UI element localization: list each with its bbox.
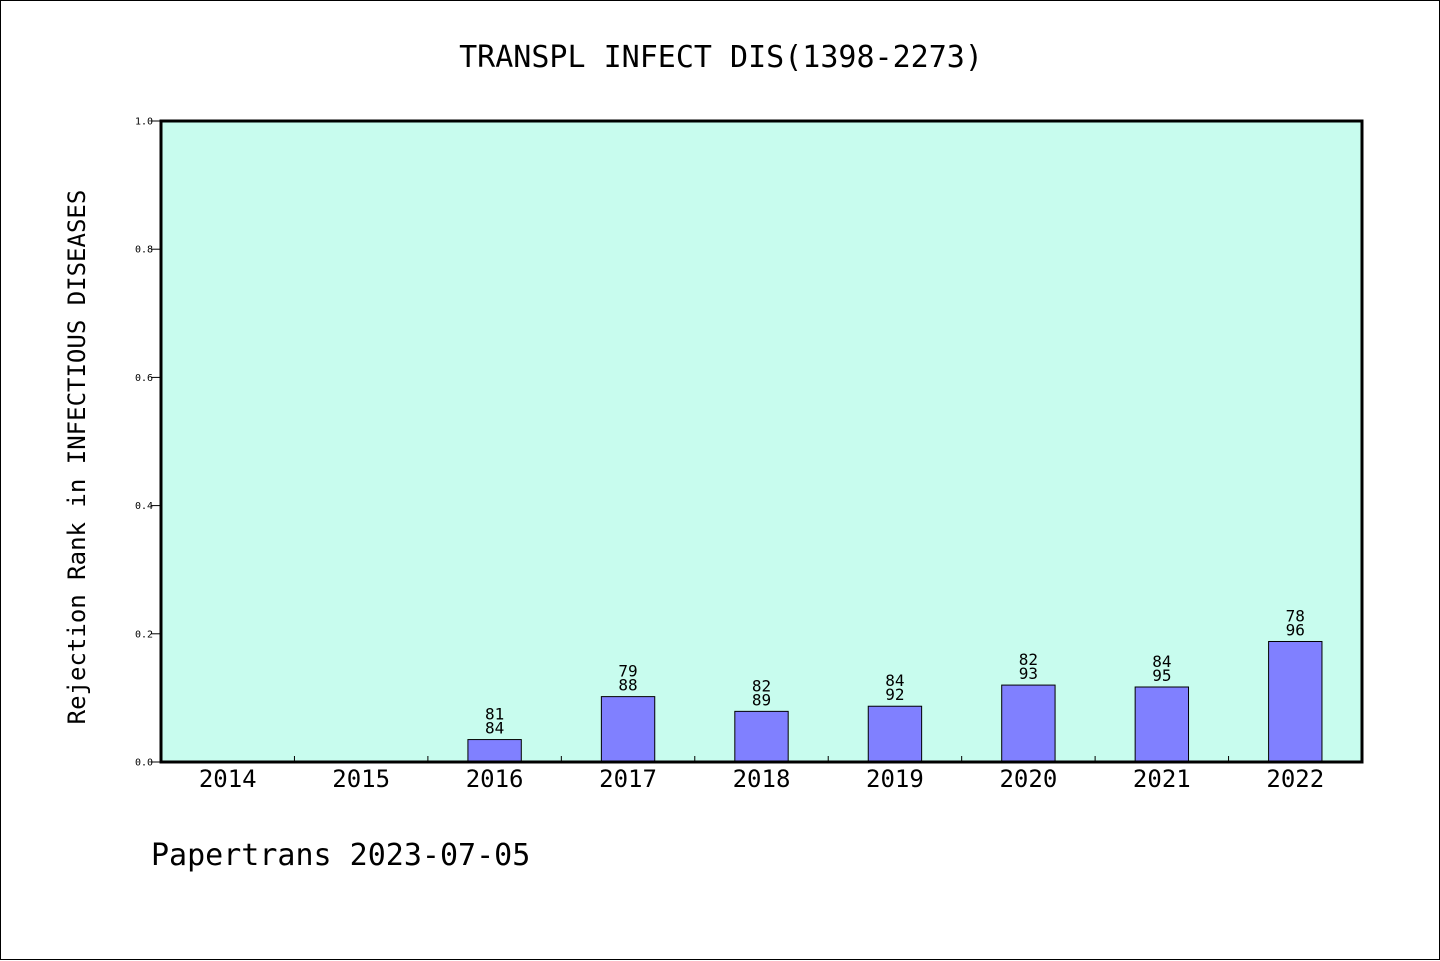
bar-label-top: 81 <box>485 705 504 724</box>
y-tick-label: 0.4 <box>135 501 153 512</box>
x-tick-label: 2021 <box>1133 765 1191 793</box>
bar-2021 <box>1134 686 1190 763</box>
bar-label-top: 84 <box>885 671 904 690</box>
bar-label-bottom: 89 <box>752 690 771 709</box>
x-axis-ticks: 2014 2015 2016 2017 2018 2019 2020 2021 2022 <box>199 756 1324 793</box>
bar-2020 <box>1001 684 1056 763</box>
plot-area <box>161 121 1362 762</box>
bar-2017 <box>600 696 656 763</box>
x-tick-label: 2020 <box>999 765 1057 793</box>
bar-label-bottom: 96 <box>1286 620 1305 639</box>
bar-label-bottom: 93 <box>1019 664 1038 683</box>
bar-label-bottom: 95 <box>1152 666 1171 685</box>
bar-label-top: 79 <box>618 662 637 681</box>
x-tick-label: 2019 <box>866 765 924 793</box>
x-tick-label: 2017 <box>599 765 657 793</box>
footer-credit: Papertrans 2023-07-05 <box>151 838 530 873</box>
x-tick-label: 2014 <box>199 765 257 793</box>
bar-label-top: 82 <box>1019 650 1038 669</box>
x-tick-label: 2022 <box>1266 765 1324 793</box>
chart-title: TRANSPL INFECT DIS(1398-2273) <box>459 40 983 75</box>
y-tick-label: 0.6 <box>135 373 153 384</box>
bar-2016 <box>467 739 522 763</box>
x-tick-label: 2015 <box>332 765 390 793</box>
y-tick-label: 0.8 <box>135 245 153 256</box>
bar-label-top: 84 <box>1152 652 1171 671</box>
x-tick-label: 2018 <box>733 765 791 793</box>
bar-label-top: 82 <box>752 676 771 695</box>
bar-2018 <box>734 710 789 763</box>
bar-label-bottom: 84 <box>485 719 504 738</box>
x-tick-label: 2016 <box>466 765 524 793</box>
bar-label-bottom: 88 <box>618 676 637 695</box>
y-axis-label: Rejection Rank in INFECTIOUS DISEASES <box>63 190 91 725</box>
plot-border <box>159 119 1364 764</box>
y-tick-label: 1.0 <box>135 117 153 128</box>
bar-2019 <box>867 705 923 763</box>
y-axis-ticks: 0.0 0.2 0.4 0.6 0.8 1.0 <box>135 117 161 769</box>
bar-label-bottom: 92 <box>885 685 904 704</box>
bar-2022 <box>1268 640 1323 763</box>
bar-label-top: 78 <box>1286 606 1305 625</box>
y-tick-label: 0.2 <box>135 629 153 640</box>
y-tick-label: 0.0 <box>135 758 153 769</box>
